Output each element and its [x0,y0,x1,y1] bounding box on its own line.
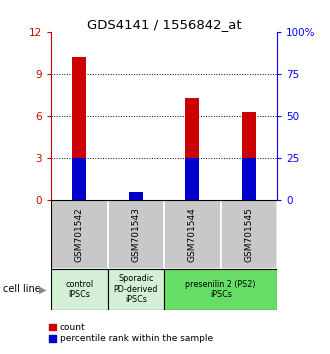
Bar [242,112,256,200]
Legend: count, percentile rank within the sample: count, percentile rank within the sample [49,323,213,343]
Text: GSM701543: GSM701543 [131,207,141,262]
Text: GSM701542: GSM701542 [75,207,84,262]
Bar [72,158,86,200]
Bar [51,200,108,269]
Bar [72,57,86,200]
Bar [108,269,164,310]
Bar [185,98,200,200]
Text: Sporadic
PD-derived
iPSCs: Sporadic PD-derived iPSCs [114,274,158,304]
Bar [51,269,108,310]
Bar [242,158,256,200]
Bar [108,200,164,269]
Text: presenilin 2 (PS2)
iPSCs: presenilin 2 (PS2) iPSCs [185,280,256,299]
Text: GSM701545: GSM701545 [245,207,253,262]
Bar [164,200,221,269]
Text: ▶: ▶ [39,284,47,295]
Text: GSM701544: GSM701544 [188,207,197,262]
Bar [221,200,277,269]
Text: control
IPSCs: control IPSCs [65,280,93,299]
Bar [164,269,277,310]
Bar [129,192,143,200]
Bar [129,194,143,200]
Bar [185,158,200,200]
Title: GDS4141 / 1556842_at: GDS4141 / 1556842_at [87,18,242,31]
Text: cell line: cell line [3,284,41,295]
